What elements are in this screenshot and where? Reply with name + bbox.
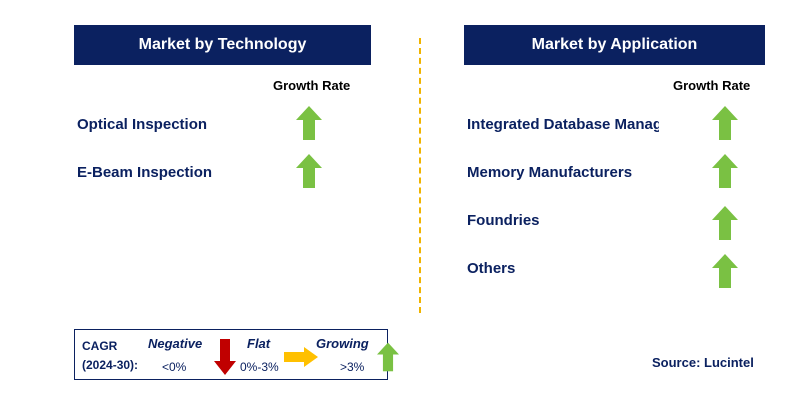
- source-label: Source: Lucintel: [652, 355, 754, 370]
- technology-header: Market by Technology: [74, 25, 371, 65]
- legend-flat-label: Flat: [247, 336, 271, 351]
- application-title: Market by Application: [531, 36, 698, 53]
- growing-arrow-icon: [712, 106, 738, 140]
- technology-title: Market by Technology: [138, 36, 307, 53]
- growing-arrow-icon: [712, 206, 738, 240]
- legend-negative-range: <0%: [162, 360, 187, 374]
- application-item-memory-manufacturers: Memory Manufacturers: [467, 164, 633, 181]
- growing-arrow-icon: [712, 154, 738, 188]
- technology-item-optical-inspection: Optical Inspection: [77, 116, 208, 133]
- panel-divider: [419, 38, 421, 313]
- growing-arrow-icon: [377, 340, 399, 374]
- legend-flat-range: 0%-3%: [240, 360, 279, 374]
- legend-cagr-period: (2024-30):: [82, 358, 139, 372]
- cagr-legend: CAGR (2024-30): Negative <0% Flat 0%-3% …: [74, 329, 388, 380]
- application-item-integrated-database-management: Integrated Database Management: [467, 116, 659, 133]
- growing-arrow-icon: [296, 154, 322, 188]
- legend-negative-label: Negative: [148, 336, 203, 351]
- negative-arrow-icon: [214, 339, 236, 375]
- application-item-foundries: Foundries: [467, 212, 540, 229]
- application-growth-rate-label: Growth Rate: [673, 78, 751, 93]
- growing-arrow-icon: [296, 106, 322, 140]
- application-header: Market by Application: [464, 25, 765, 65]
- technology-item-e-beam-inspection: E-Beam Inspection: [77, 164, 213, 181]
- application-item-others: Others: [467, 260, 516, 277]
- legend-growing-range: >3%: [340, 360, 365, 374]
- technology-growth-rate-label: Growth Rate: [273, 78, 351, 93]
- flat-arrow-icon: [284, 347, 318, 367]
- legend-growing-label: Growing: [316, 336, 369, 351]
- legend-cagr-label: CAGR: [82, 339, 118, 353]
- growing-arrow-icon: [712, 254, 738, 288]
